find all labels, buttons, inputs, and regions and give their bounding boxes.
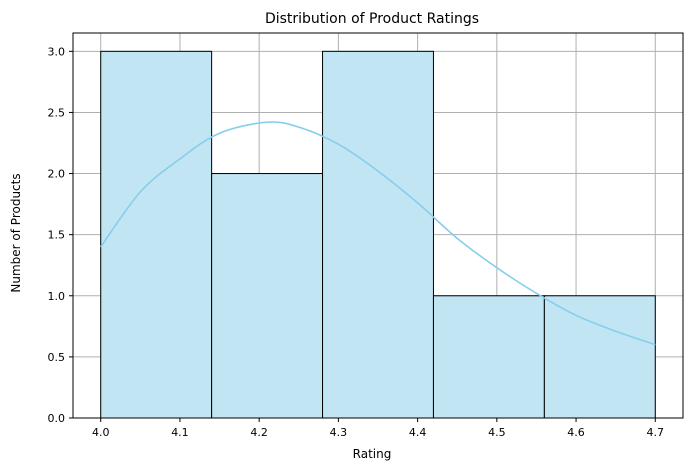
x-tick-label: 4.1 [171, 426, 189, 439]
x-tick-label: 4.3 [330, 426, 348, 439]
y-tick-label: 3.0 [48, 45, 66, 58]
histogram-bar [432, 295, 545, 419]
x-tick-label: 4.6 [567, 426, 585, 439]
histogram-bars [100, 50, 656, 419]
chart-title: Distribution of Product Ratings [265, 11, 479, 27]
x-tick-label: 4.7 [647, 426, 665, 439]
y-tick-label: 0.5 [48, 351, 66, 364]
x-tick-label: 4.2 [250, 426, 268, 439]
histogram-bar [211, 173, 324, 419]
histogram-bar [543, 295, 656, 419]
histogram-bar [322, 50, 434, 419]
y-tick-label: 1.5 [48, 229, 66, 242]
histogram-bar [100, 50, 213, 419]
y-axis-ticks: 0.0 0.5 1.0 1.5 2.0 2.5 3.0 [48, 45, 73, 425]
y-tick-label: 2.5 [48, 106, 66, 119]
x-tick-label: 4.4 [409, 426, 427, 439]
kde-curve [100, 121, 656, 346]
y-axis-label: Number of Products [9, 173, 23, 292]
x-axis-label: Rating [353, 447, 392, 461]
y-tick-label: 1.0 [48, 290, 66, 303]
y-tick-label: 2.0 [48, 168, 66, 181]
x-axis-ticks: 4.0 4.1 4.2 4.3 4.4 4.5 4.6 4.7 [92, 418, 664, 439]
y-tick-label: 0.0 [48, 412, 66, 425]
x-tick-label: 4.5 [488, 426, 506, 439]
plot-frame [72, 32, 684, 419]
x-tick-label: 4.0 [92, 426, 110, 439]
